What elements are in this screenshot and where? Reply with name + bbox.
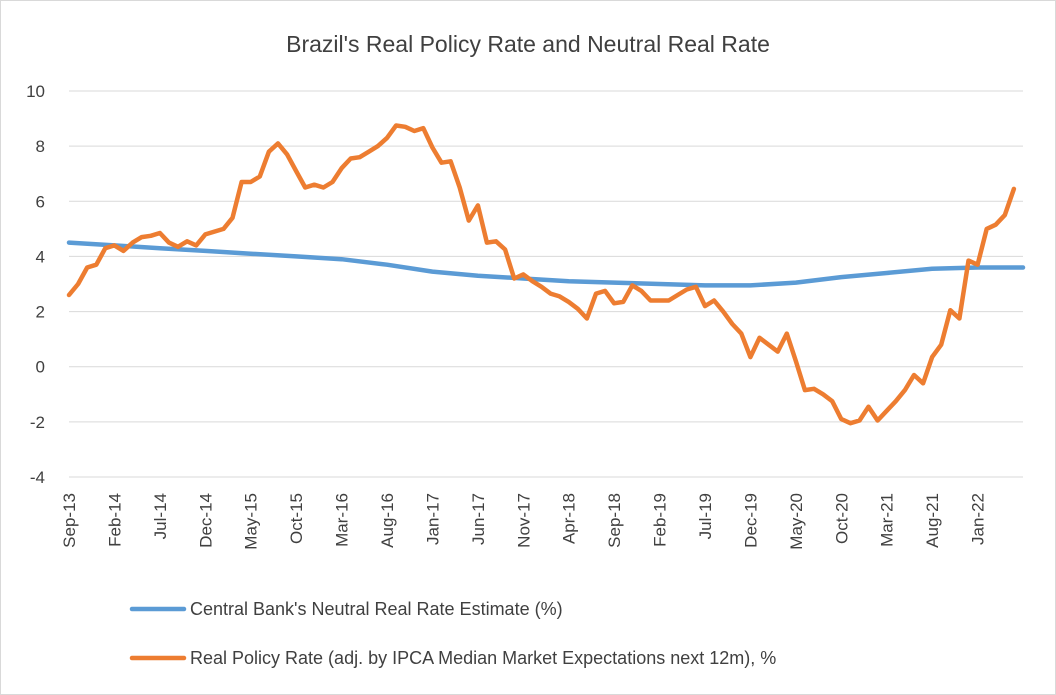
x-tick-label: Dec-14 bbox=[196, 493, 215, 548]
grid-layer bbox=[69, 90, 1023, 478]
legend-label: Central Bank's Neutral Real Rate Estimat… bbox=[190, 599, 563, 619]
x-tick-label: Jan-22 bbox=[969, 493, 988, 545]
chart-title: Brazil's Real Policy Rate and Neutral Re… bbox=[286, 31, 770, 57]
x-tick-label: May-15 bbox=[242, 493, 261, 550]
y-tick-label: 0 bbox=[36, 358, 45, 377]
x-tick-label: Nov-17 bbox=[514, 493, 533, 548]
y-tick-label: 8 bbox=[36, 137, 45, 156]
series-layer bbox=[66, 123, 1026, 426]
x-tick-label: Oct-15 bbox=[287, 493, 306, 544]
y-tick-label: -2 bbox=[30, 413, 45, 432]
x-tick-label: May-20 bbox=[787, 493, 806, 550]
x-tick-label: Sep-13 bbox=[60, 493, 79, 548]
y-tick-label: 6 bbox=[36, 192, 45, 211]
x-tick-label: Dec-19 bbox=[741, 493, 760, 548]
x-tick-label: Jul-19 bbox=[696, 493, 715, 539]
x-tick-label: Feb-19 bbox=[651, 493, 670, 547]
x-tick-label: Aug-16 bbox=[378, 493, 397, 548]
y-tick-label: 10 bbox=[26, 82, 45, 101]
y-tick-label: 4 bbox=[36, 247, 45, 266]
x-tick-label: Sep-18 bbox=[605, 493, 624, 548]
legend-label: Real Policy Rate (adj. by IPCA Median Ma… bbox=[190, 648, 776, 668]
x-tick-label: Mar-16 bbox=[333, 493, 352, 547]
y-tick-label: 2 bbox=[36, 303, 45, 322]
x-tick-label: Aug-21 bbox=[923, 493, 942, 548]
x-tick-label: Jul-14 bbox=[151, 493, 170, 539]
series-line-real-policy-rate bbox=[66, 123, 1017, 426]
x-tick-label: Jan-17 bbox=[423, 493, 442, 545]
x-tick-label: Apr-18 bbox=[560, 493, 579, 544]
x-axis-ticks: Sep-13 Feb-14 Jul-14 Dec-14 May-15 Oct-15 Mar-… bbox=[60, 493, 988, 550]
x-tick-label: Jun-17 bbox=[469, 493, 488, 545]
y-axis-ticks: 10 8 6 4 2 0 -2 -4 bbox=[26, 82, 45, 487]
series-line-neutral-rate bbox=[66, 240, 1026, 288]
x-tick-label: Mar-21 bbox=[878, 493, 897, 547]
y-tick-label: -4 bbox=[30, 468, 45, 487]
legend: Central Bank's Neutral Real Rate Estimat… bbox=[129, 599, 776, 668]
x-tick-label: Feb-14 bbox=[105, 493, 124, 547]
x-tick-label: Oct-20 bbox=[832, 493, 851, 544]
